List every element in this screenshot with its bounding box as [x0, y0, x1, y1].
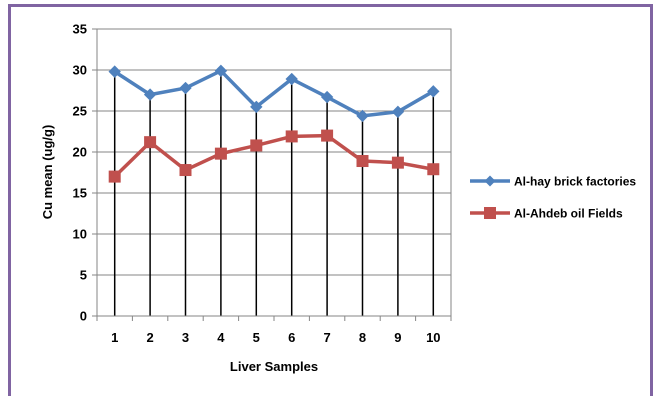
x-tick-label: 4 [217, 330, 225, 345]
x-tick-label: 2 [146, 330, 153, 345]
x-tick-label: 3 [182, 330, 189, 345]
series-1 [108, 64, 440, 123]
x-tick-label: 10 [426, 330, 440, 345]
data-point [356, 155, 369, 168]
y-tick-label: 10 [73, 227, 87, 242]
data-point [320, 90, 334, 104]
data-point [179, 81, 192, 95]
x-tick-labels: 1 2 3 4 5 6 7 8 9 10 [111, 330, 440, 345]
y-tick-label: 35 [73, 22, 87, 37]
legend-label: Al-hay brick factories [514, 175, 636, 189]
x-tick-label: 5 [253, 330, 260, 345]
x-tick-label: 9 [394, 330, 401, 345]
x-tick-label: 6 [288, 330, 295, 345]
y-tick-label: 30 [73, 63, 87, 78]
y-tick-label: 20 [73, 145, 87, 160]
data-point [144, 136, 157, 149]
data-point [108, 170, 121, 183]
y-tick-label: 0 [80, 309, 87, 324]
y-axis-title: Cu mean (ug/g) [40, 125, 55, 220]
data-point [250, 139, 263, 152]
drop-lines [113, 70, 435, 316]
legend-item-2: Al-Ahdeb oil Fields [470, 207, 623, 221]
legend-label: Al-Ahdeb oil Fields [514, 207, 623, 221]
x-tick-label: 1 [111, 330, 118, 345]
data-point [391, 156, 404, 169]
data-point [427, 85, 440, 98]
series-layer [108, 64, 440, 183]
series-line [113, 133, 434, 178]
data-point [214, 147, 227, 160]
axes [92, 28, 452, 321]
series-2 [108, 129, 440, 183]
data-point [108, 65, 121, 78]
data-point [285, 130, 298, 143]
data-point [427, 163, 440, 176]
data-point [321, 129, 334, 142]
data-point [179, 164, 192, 177]
x-tick-label: 8 [359, 330, 366, 345]
legend-marker [484, 175, 496, 187]
legend-item-1: Al-hay brick factories [470, 175, 636, 189]
data-point [391, 105, 405, 119]
legend-marker [484, 207, 496, 219]
legend: Al-hay brick factories Al-Ahdeb oil Field… [470, 175, 636, 221]
data-point [285, 72, 298, 86]
data-point [143, 88, 157, 101]
series-line [113, 69, 435, 118]
y-tick-labels: 0 5 10 15 20 25 30 35 [73, 22, 87, 324]
y-tick-label: 5 [80, 268, 87, 283]
y-tick-label: 25 [73, 104, 87, 119]
data-point [356, 109, 369, 123]
data-point [250, 100, 263, 114]
data-point [214, 64, 228, 78]
x-axis-title: Liver Samples [230, 359, 318, 374]
x-tick-label: 7 [323, 330, 330, 345]
y-tick-label: 15 [73, 186, 87, 201]
